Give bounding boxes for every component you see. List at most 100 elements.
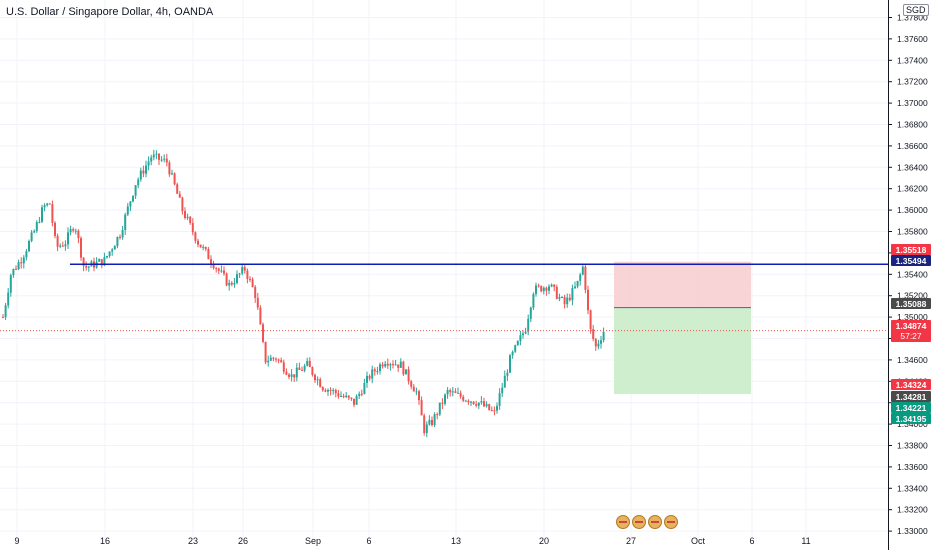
candle-body [454, 391, 457, 393]
candle-body [142, 170, 145, 174]
candle-body [241, 267, 244, 274]
grid-lines [0, 0, 888, 540]
candle-body [470, 401, 472, 403]
candle-body [259, 307, 262, 325]
candle-body [332, 389, 335, 391]
candle-body [212, 263, 215, 269]
candle-body [220, 270, 223, 272]
candle-body [584, 266, 587, 290]
candle-body [269, 357, 272, 361]
candle-body [475, 404, 478, 406]
candle-body [217, 268, 220, 271]
candle-body [423, 415, 426, 434]
candle-body [61, 245, 64, 247]
candle-body [301, 369, 303, 371]
candle-body [116, 236, 119, 247]
countdown-label: 57:27 [900, 331, 922, 341]
candle-body [345, 395, 348, 398]
candle-body [483, 401, 485, 407]
candle-body [77, 230, 80, 239]
candle-body [111, 249, 114, 252]
candle-body [210, 259, 212, 264]
candle-body [555, 286, 558, 299]
y-tick-label: 1.36000 [897, 205, 928, 215]
candle-body [25, 251, 28, 258]
candle-body [407, 369, 410, 382]
candle-body [184, 211, 186, 219]
x-tick-label: Oct [691, 536, 706, 546]
candle-body [207, 249, 210, 260]
y-tick-label: 1.33000 [897, 526, 928, 536]
candle-body [171, 173, 173, 175]
candle-body [537, 285, 540, 287]
candle-body [355, 396, 358, 405]
price-tag [891, 379, 931, 390]
candle-body [17, 262, 20, 270]
candle-body [163, 158, 166, 160]
candle-body [444, 394, 446, 404]
candle-body [485, 404, 488, 407]
candle-body [173, 173, 176, 185]
candle-body [402, 361, 405, 375]
candle-body [545, 287, 548, 291]
price-tag-label: 1.34221 [896, 403, 927, 413]
candle-body [22, 257, 25, 264]
price-axis-border [888, 0, 889, 550]
y-tick-label: 1.35400 [897, 269, 928, 279]
flag-icon[interactable] [616, 515, 630, 529]
candle-body [587, 289, 589, 311]
flag-icon[interactable] [632, 515, 646, 529]
candle-body [576, 280, 579, 287]
candle-body [43, 205, 46, 208]
candle-body [30, 232, 33, 241]
candle-body [550, 284, 553, 287]
x-tick-label: Sep [305, 536, 321, 546]
candle-body [277, 359, 280, 361]
candle-body [189, 216, 192, 223]
y-tick-label: 1.37400 [897, 55, 928, 65]
candle-body [350, 397, 353, 399]
candle-body [446, 390, 449, 395]
flag-icon[interactable] [648, 515, 662, 529]
candle-body [503, 375, 506, 388]
candle-body [98, 259, 101, 262]
price-tag-label: 1.35494 [896, 256, 927, 266]
candle-body [376, 371, 379, 373]
y-tick-label: 1.35800 [897, 227, 928, 237]
candle-body [480, 401, 483, 403]
candle-body [329, 389, 332, 391]
candle-body [347, 395, 350, 398]
candle-body [592, 329, 595, 339]
candle-body [501, 387, 504, 394]
candle-body [308, 360, 311, 368]
candle-body [386, 363, 389, 366]
candle-body [594, 338, 597, 347]
candle-body [225, 273, 228, 286]
currency-selector[interactable]: SGD [903, 4, 929, 16]
candle-body [493, 410, 496, 412]
candle-body [522, 333, 524, 336]
candle-body [496, 405, 498, 411]
candle-body [59, 245, 62, 247]
candle-body [418, 391, 420, 401]
y-tick-label: 1.36400 [897, 162, 928, 172]
horizontal-lines [0, 263, 888, 332]
candle-body [529, 307, 532, 319]
candle-body [137, 179, 140, 186]
candle-body [399, 361, 402, 368]
x-tick-label: 6 [366, 536, 371, 546]
candle-body [243, 267, 246, 271]
candle-body [85, 265, 88, 268]
candle-body [519, 335, 522, 341]
x-tick-label: 26 [238, 536, 248, 546]
time-axis: 9 16 23 26 Sep 6 13 20 27 Oct 6 11 [14, 536, 810, 546]
y-tick-label: 1.33600 [897, 462, 928, 472]
candle-body [342, 395, 345, 398]
flag-icon[interactable] [664, 515, 678, 529]
price-tag-label: 1.34195 [896, 414, 927, 424]
x-tick-label: 11 [801, 536, 810, 546]
x-tick-label: 13 [451, 536, 461, 546]
